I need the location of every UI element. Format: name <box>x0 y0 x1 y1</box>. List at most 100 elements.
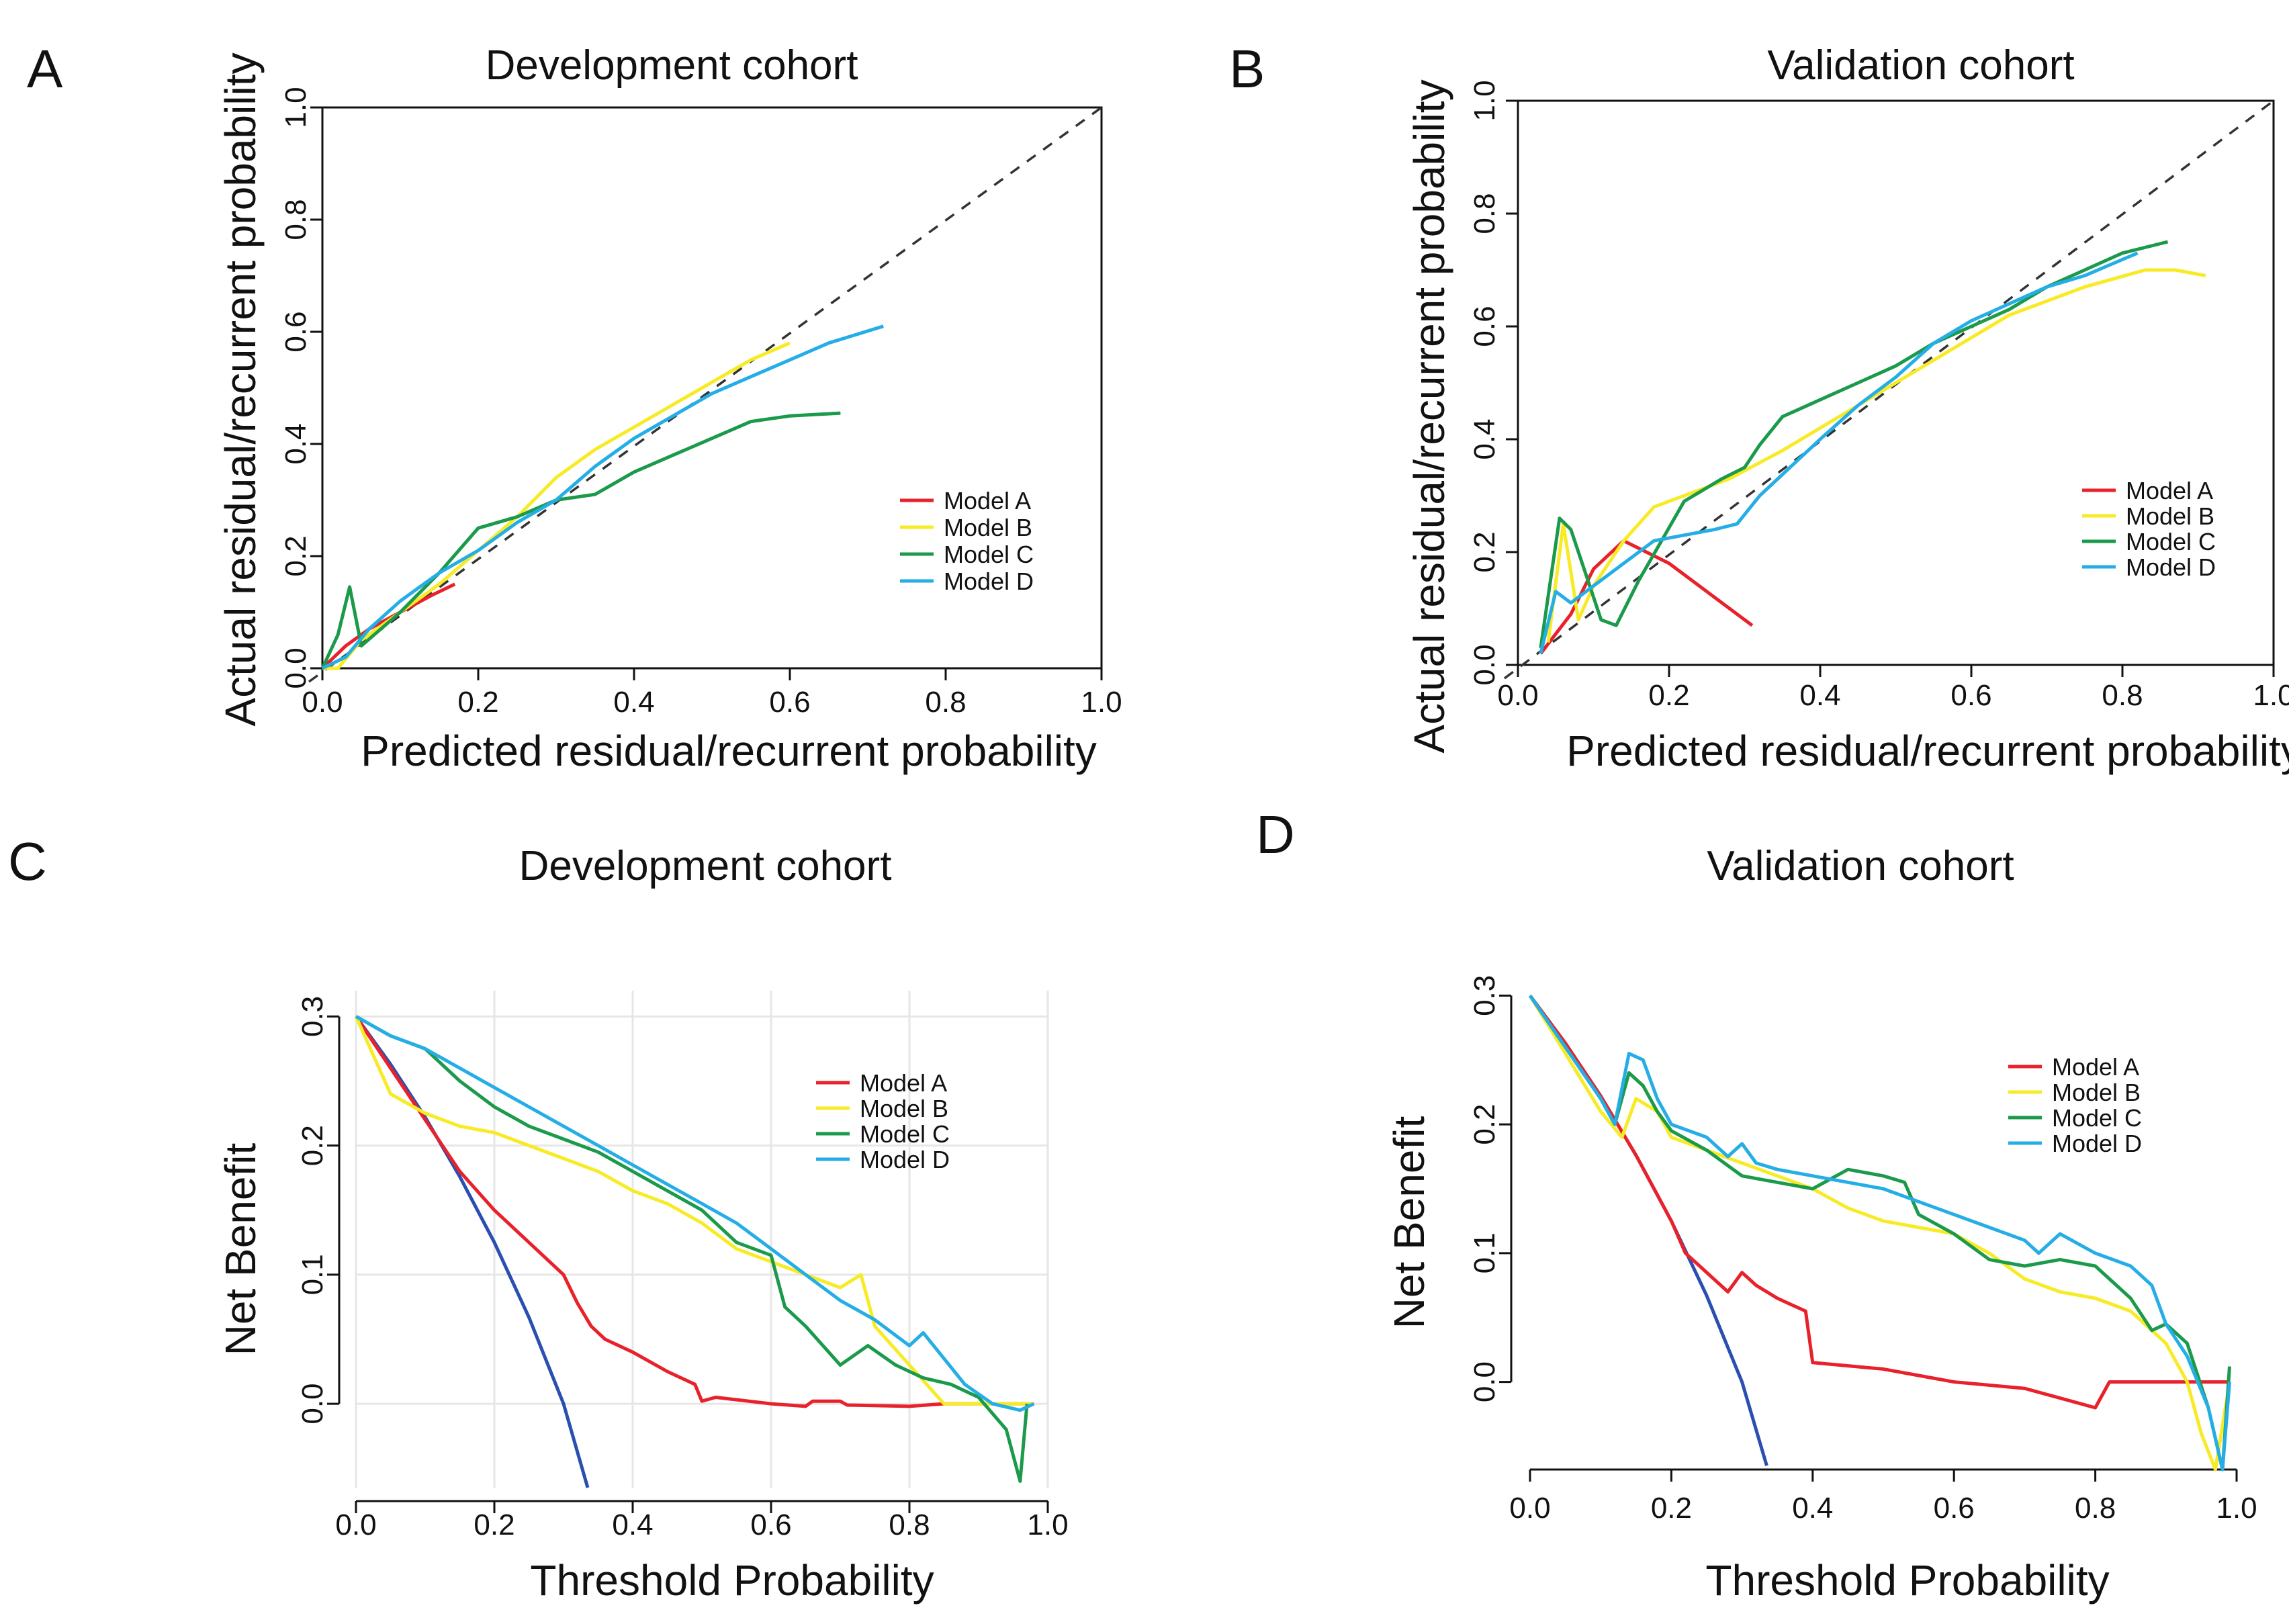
panel-b-series-model-a <box>1539 539 1754 655</box>
panel-a-ytick-label: 0.6 <box>279 311 312 352</box>
panel-d-xtick-label: 1.0 <box>2216 1492 2257 1525</box>
panel-a-xtick-label: 1.0 <box>1081 686 1122 719</box>
panel-c-series-model-c <box>355 1015 1029 1483</box>
panel-c-xtick-label: 0.6 <box>750 1508 791 1541</box>
panel-c-xtick-label: 0.4 <box>612 1508 653 1541</box>
panel-d-xtick-label: 0.8 <box>2075 1492 2116 1525</box>
panel-a-ylabel: Actual residual/recurrent probability <box>216 52 265 726</box>
panel-d-xtick-label: 0.2 <box>1651 1492 1692 1525</box>
panel-b-plot-frame <box>1517 99 2275 666</box>
panel-a-series-model-a <box>321 582 456 670</box>
panel-c-ytick-label: 0.3 <box>296 996 329 1037</box>
panel-d-ylabel: Net Benefit <box>1385 1116 1433 1328</box>
panel-b-xtick-label: 0.8 <box>2102 679 2143 712</box>
panel-b-legend-label-model-a: Model A <box>2126 477 2213 504</box>
panel-d-series-model-a <box>1528 994 2230 1410</box>
panel-b-ytick-label: 0.8 <box>1468 193 1501 234</box>
panel-a-series-model-c <box>320 411 841 670</box>
panel-letter-a: A <box>27 39 63 99</box>
panel-letter-d: D <box>1256 805 1295 864</box>
panel-a-xtick-label: 0.0 <box>302 686 343 719</box>
panel-d-ytick-label: 0.0 <box>1468 1361 1501 1402</box>
panel-a-ytick-label: 0.4 <box>279 423 312 464</box>
panel-c-xtick-label: 0.2 <box>474 1508 514 1541</box>
panel-c-series-model-d <box>355 1015 1035 1412</box>
panel-b-xtick-label: 1.0 <box>2253 679 2289 712</box>
panel-d-ytick-label: 0.3 <box>1468 975 1501 1016</box>
panel-a-series-model-b <box>322 341 791 670</box>
panel-letter-c: C <box>8 831 47 891</box>
panel-d-title: Validation cohort <box>1707 843 2014 889</box>
panel-a-xtick-label: 0.2 <box>457 686 498 719</box>
panel-b-title: Validation cohort <box>1767 42 2074 89</box>
panel-a-ytick-label: 0.0 <box>279 647 312 688</box>
panel-c-xtick-label: 1.0 <box>1027 1508 1068 1541</box>
panel-d-xtick-label: 0.0 <box>1509 1492 1550 1525</box>
panel-a-legend-label-model-c: Model C <box>944 541 1034 568</box>
panel-a-ytick-label: 1.0 <box>279 87 312 128</box>
panel-b-reference-diagonal <box>1503 99 2275 680</box>
panel-c-title: Development cohort <box>519 843 892 889</box>
panel-b-ytick-label: 0.2 <box>1468 531 1501 572</box>
panel-c-ylabel: Net Benefit <box>216 1142 265 1355</box>
panel-a-legend-label-model-a: Model A <box>944 487 1031 514</box>
panel-b-legend-label-model-d: Model D <box>2126 553 2216 581</box>
panel-b-ylabel: Actual residual/recurrent probability <box>1405 79 1453 753</box>
panel-a-xlabel: Predicted residual/recurrent probability <box>361 727 1097 775</box>
panel-c-ytick-label: 0.2 <box>296 1125 329 1166</box>
panel-b-series-model-b <box>1546 268 2206 643</box>
panel-b-calibration-validation: B Validation cohort Predicted residual/r… <box>1229 39 2289 775</box>
panel-c-xtick-label: 0.8 <box>889 1508 930 1541</box>
panel-c-series-model-b <box>354 1016 1034 1406</box>
panel-b-ytick-label: 1.0 <box>1468 80 1501 121</box>
panel-b-xtick-label: 0.2 <box>1648 679 1689 712</box>
panel-a-legend-label-model-b: Model B <box>944 514 1032 541</box>
panel-d-dca-validation: D Validation cohort Threshold Probabilit… <box>1256 805 2257 1605</box>
panel-letter-b: B <box>1229 39 1265 99</box>
panel-d-xtick-label: 0.4 <box>1792 1492 1833 1525</box>
panel-d-ytick-label: 0.1 <box>1468 1232 1501 1273</box>
panel-d-series-treat-all <box>1528 994 1768 1466</box>
panel-c-dca-development: C Development cohort Threshold Probabili… <box>8 831 1069 1605</box>
panel-b-xtick-label: 0.4 <box>1799 679 1840 712</box>
panel-d-series-model-d <box>1528 994 2231 1472</box>
panel-b-xtick-label: 0.6 <box>1950 679 1991 712</box>
panel-d-legend-label-model-d: Model D <box>2052 1130 2142 1157</box>
panel-a-ytick-label: 0.2 <box>279 535 312 576</box>
panel-a-plot-frame <box>321 106 1103 670</box>
panel-d-series-model-b <box>1528 995 2231 1472</box>
panel-d-xlabel: Threshold Probability <box>1705 1556 2109 1605</box>
panel-c-legend-label-model-c: Model C <box>860 1120 950 1148</box>
panel-a-ytick-label: 0.8 <box>279 199 312 240</box>
panel-a-xtick-label: 0.4 <box>613 686 654 719</box>
panel-c-xtick-label: 0.0 <box>335 1508 376 1541</box>
panel-a-xtick-label: 0.8 <box>925 686 966 719</box>
panel-b-xlabel: Predicted residual/recurrent probability <box>1566 727 2289 775</box>
panel-c-series-model-a <box>354 1016 1034 1408</box>
panel-b-series-model-c <box>1539 240 2169 649</box>
panel-d-legend-label-model-c: Model C <box>2052 1104 2142 1132</box>
panel-c-xlabel: Threshold Probability <box>530 1556 934 1605</box>
panel-c-ytick-label: 0.1 <box>296 1254 329 1295</box>
panel-b-legend-label-model-b: Model B <box>2126 502 2214 530</box>
panel-c-legend-label-model-d: Model D <box>860 1146 950 1173</box>
panel-a-legend-label-model-d: Model D <box>944 568 1034 595</box>
panel-b-series-model-d <box>1539 251 2139 654</box>
panel-a-calibration-development: A Development cohort Predicted residual/… <box>27 39 1122 775</box>
panel-d-xtick-label: 0.6 <box>1934 1492 1975 1525</box>
panel-a-reference-diagonal <box>308 106 1103 683</box>
panel-d-ytick-label: 0.2 <box>1468 1104 1501 1145</box>
panel-c-ytick-label: 0.0 <box>296 1383 329 1424</box>
panel-b-ytick-label: 0.6 <box>1468 306 1501 347</box>
panel-b-legend-label-model-c: Model C <box>2126 528 2216 555</box>
panel-b-xtick-label: 0.0 <box>1497 679 1538 712</box>
panel-d-legend-label-model-b: Model B <box>2052 1079 2141 1106</box>
panel-d-legend-label-model-a: Model A <box>2052 1053 2139 1081</box>
panel-a-xtick-label: 0.6 <box>769 686 810 719</box>
panel-b-ytick-label: 0.4 <box>1468 418 1501 459</box>
panel-c-series-treat-all <box>354 1015 590 1488</box>
panel-c-legend-label-model-b: Model B <box>860 1095 948 1122</box>
panel-b-ytick-label: 0.0 <box>1468 644 1501 685</box>
panel-d-series-model-c <box>1528 994 2231 1472</box>
